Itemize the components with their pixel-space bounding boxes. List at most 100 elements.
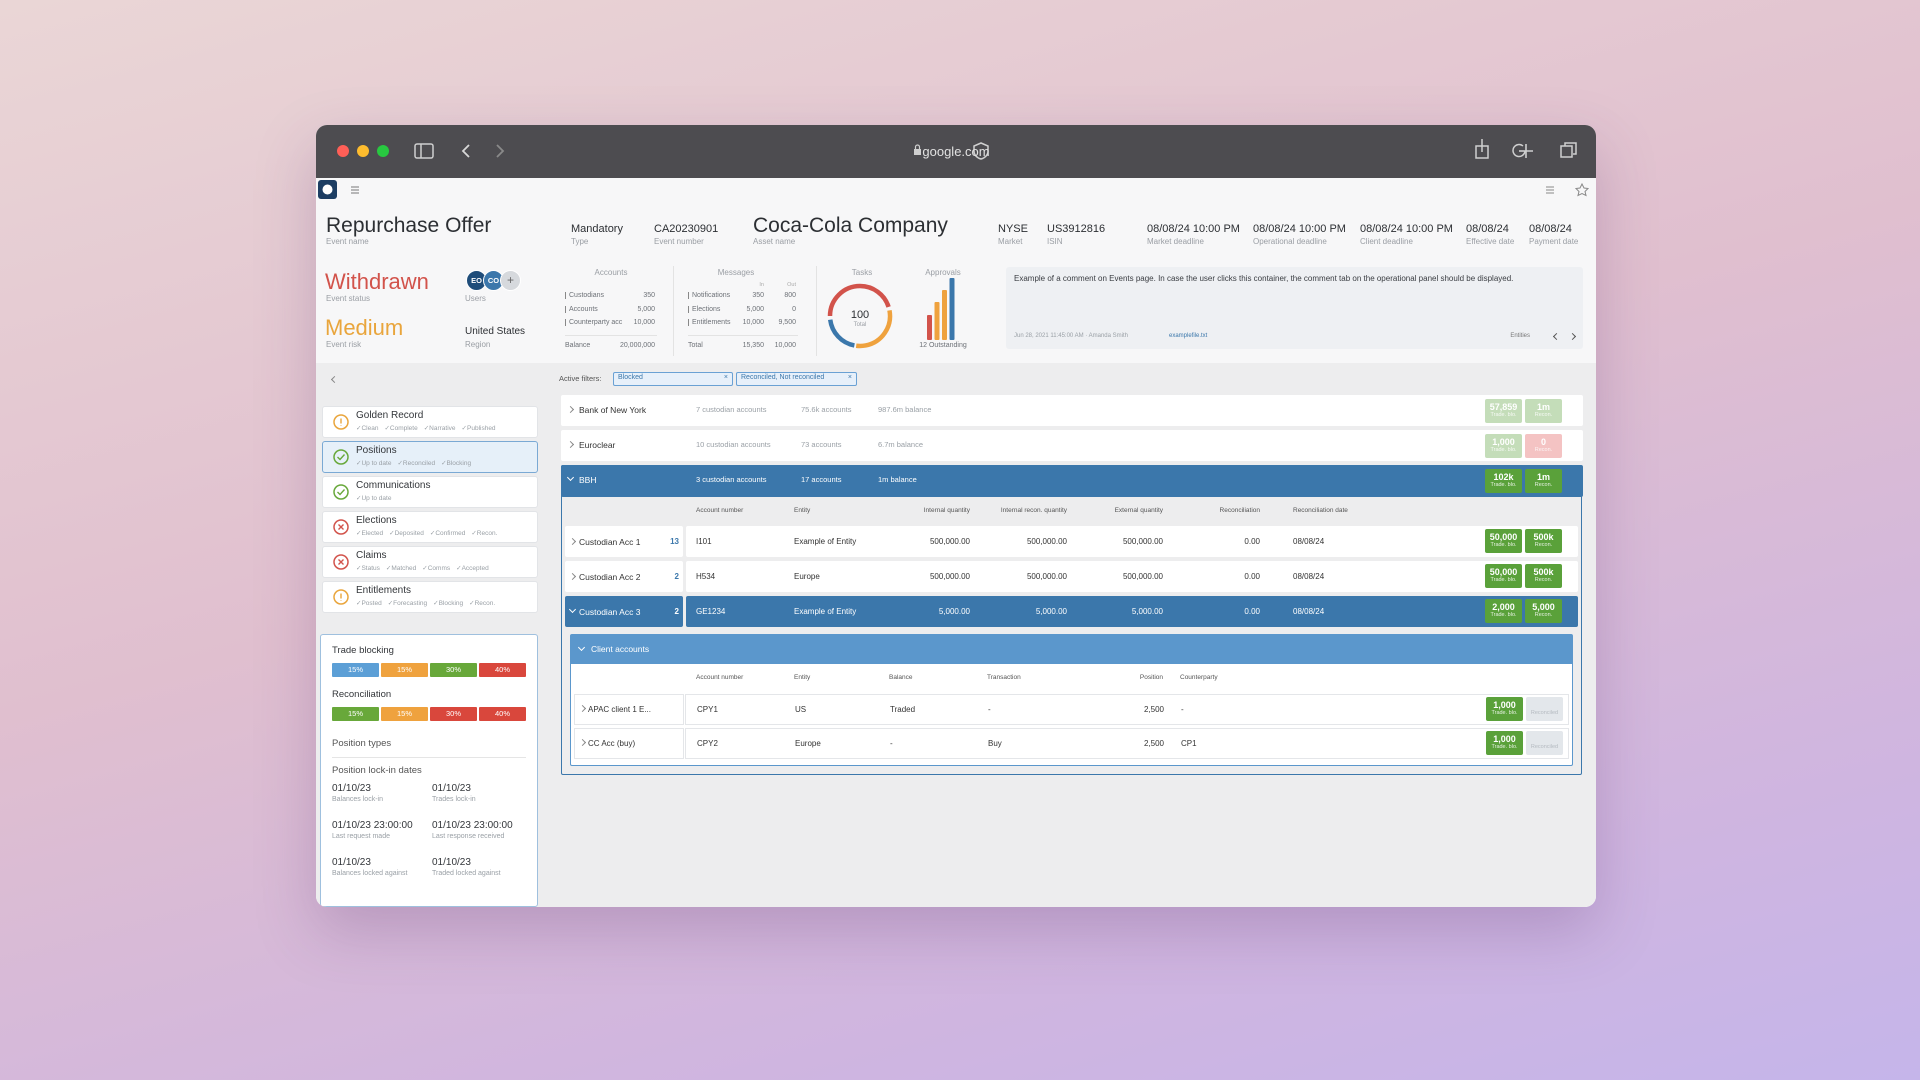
status-badge[interactable]: Reconciled — [1526, 731, 1563, 755]
row-name-cell[interactable]: CC Acc (buy) — [574, 728, 684, 759]
group-accounts: 73 accounts — [801, 440, 842, 449]
nav-tags: Status Matched Comms Accepted — [356, 564, 495, 572]
count-badge[interactable]: 50,000 Trade. blo. — [1485, 529, 1522, 553]
comment-card[interactable]: Example of a comment on Events page. In … — [1006, 267, 1583, 349]
address-bar[interactable]: google.com — [922, 144, 990, 159]
row-name-cell[interactable]: Custodian Acc 3 2 — [565, 596, 683, 627]
client-row[interactable]: CPY2 Europe - Buy 2,500 CP1 1,000 Trade. blo. Re… — [685, 728, 1569, 759]
count-badge[interactable]: 1m Recon. — [1525, 399, 1562, 423]
chevron — [566, 405, 575, 414]
count-badge[interactable]: 1,000 Trade. blo. — [1486, 697, 1523, 721]
count-badge[interactable]: 50,000 Trade. blo. — [1485, 564, 1522, 588]
custodian-row[interactable]: H534 Europe 500,000.00 500,000.00 500,000.00… — [686, 561, 1578, 592]
nav-item[interactable]: Communications Up to date — [322, 476, 538, 508]
nav-item[interactable]: Positions Up to date Reconciled Blocking — [322, 441, 538, 473]
nav-item[interactable]: Claims Status Matched Comms Accepted — [322, 546, 538, 578]
badge-label: Recon. — [1534, 412, 1553, 418]
cell: Example of Entity — [794, 607, 857, 616]
row-name-cell[interactable]: Custodian Acc 1 13 — [565, 526, 683, 557]
nav-item[interactable]: Golden Record Clean Complete Narrative Publi… — [322, 406, 538, 438]
stat-label: Entitlements — [688, 319, 731, 326]
badge-label: Recon. — [1534, 612, 1553, 618]
status-icon — [333, 554, 349, 570]
nav-tag: Recon. — [469, 600, 495, 607]
status-icon — [333, 449, 349, 465]
nav-tag: Clean — [356, 425, 378, 432]
status-badge[interactable]: Reconciled — [1526, 697, 1563, 721]
custodian-row[interactable]: I101 Example of Entity 500,000.00 500,000.0… — [686, 526, 1578, 557]
group-row[interactable]: BBH 3 custodian accounts 17 accounts 1m bal… — [561, 465, 1583, 497]
row-name-cell[interactable]: APAC client 1 E... — [574, 694, 684, 725]
status-icon — [333, 484, 349, 500]
stat-value: 15,350 — [742, 342, 764, 349]
group-row[interactable]: Bank of New York 7 custodian accounts 75.6… — [561, 395, 1583, 426]
count-badge[interactable]: 5,000 Recon. — [1525, 599, 1562, 623]
add-user[interactable]: + — [500, 270, 521, 291]
stat-value: 5,000 — [637, 305, 655, 313]
breakdown-segment[interactable]: 15% — [381, 663, 428, 677]
count-badge[interactable]: 0 Recon. — [1525, 434, 1562, 458]
chip-remove[interactable]: × — [847, 374, 852, 381]
cell: US — [795, 705, 807, 714]
row-name-cell[interactable]: Custodian Acc 2 2 — [565, 561, 683, 592]
breakdown-segment[interactable]: 40% — [479, 663, 526, 677]
breakdown-segment[interactable]: 15% — [332, 663, 379, 677]
breakdown-segment[interactable]: 15% — [381, 707, 428, 721]
chevron — [568, 572, 577, 581]
panel-title: Messages — [717, 268, 755, 277]
divider — [565, 335, 657, 336]
divider — [673, 266, 674, 356]
filter-chip[interactable]: Reconciled, Not reconciled × — [736, 372, 857, 386]
count-badge[interactable]: 2,000 Trade. blo. — [1485, 599, 1522, 623]
count-badge[interactable]: 1,000 Trade. blo. — [1485, 434, 1522, 458]
badge-value: 0 — [1540, 437, 1546, 447]
toolbar-icons — [337, 139, 1577, 160]
client-frame: Client accounts Account number Entity Balan… — [570, 634, 1573, 766]
client-header[interactable]: Client accounts — [571, 635, 1572, 664]
group-row[interactable]: Euroclear 10 custodian accounts 73 account… — [561, 430, 1583, 461]
approval-bar — [949, 278, 955, 340]
count-badge[interactable]: 57,859 Trade. blo. — [1485, 399, 1522, 423]
cell: 2,500 — [1143, 739, 1164, 748]
column-header: Reconciliation date — [1293, 507, 1348, 514]
column-label: In — [759, 282, 764, 288]
filter-chip[interactable]: Blocked × — [613, 372, 733, 386]
nav-item[interactable]: Entitlements Posted Forecasting Blocking Rec… — [322, 581, 538, 613]
chip-remove[interactable]: × — [723, 374, 728, 381]
cell: 500,000.00 — [1122, 572, 1163, 581]
count-badge[interactable]: 500k Recon. — [1525, 564, 1562, 588]
count-badge[interactable]: 1,000 Trade. blo. — [1486, 731, 1523, 755]
breakdown-segment[interactable]: 30% — [430, 663, 477, 677]
cell: 500,000.00 — [1122, 537, 1163, 546]
nav-item[interactable]: Elections Elected Deposited Confirmed Recon. — [322, 511, 538, 543]
status-glyph — [337, 489, 346, 496]
badge-label: Trade. blo. — [1490, 412, 1517, 418]
status-ring — [333, 484, 349, 500]
filter-chip-label: Blocked — [618, 374, 643, 381]
badge-label: Recon. — [1534, 542, 1553, 548]
field-label: Event name — [326, 237, 369, 246]
stat-label: Balance — [565, 342, 591, 349]
field-label: Client deadline — [1360, 237, 1413, 246]
breakdown-segment[interactable]: 15% — [332, 707, 379, 721]
status-ring — [333, 519, 349, 535]
count-badge[interactable]: 102k Trade. blo. — [1485, 469, 1522, 493]
count-badge[interactable]: 500k Recon. — [1525, 529, 1562, 553]
badge-value: 1,000 — [1492, 437, 1515, 447]
breakdown-segment[interactable]: 40% — [479, 707, 526, 721]
client-row[interactable]: CPY1 US Traded - 2,500 - 1,000 Trade. blo. Recon… — [685, 694, 1569, 725]
count-badge[interactable]: 1m Recon. — [1525, 469, 1562, 493]
breakdown-segment[interactable]: 30% — [430, 707, 477, 721]
field-label: Payment date — [1529, 237, 1579, 246]
segment-label: 15% — [396, 709, 412, 718]
badge-value: 500k — [1533, 532, 1554, 542]
divider — [816, 266, 817, 356]
field-label: Asset name — [753, 237, 796, 246]
field-value: 08/08/24 10:00 PM — [1147, 223, 1240, 235]
status-glyph — [338, 524, 344, 530]
custodian-row[interactable]: GE1234 Example of Entity 5,000.00 5,000.00 5… — [686, 596, 1578, 627]
field-value: Mandatory — [571, 223, 623, 235]
breakdown-title: Reconciliation — [332, 689, 392, 700]
nav-tag: Matched — [386, 565, 416, 572]
column-header: Account number — [696, 674, 744, 681]
